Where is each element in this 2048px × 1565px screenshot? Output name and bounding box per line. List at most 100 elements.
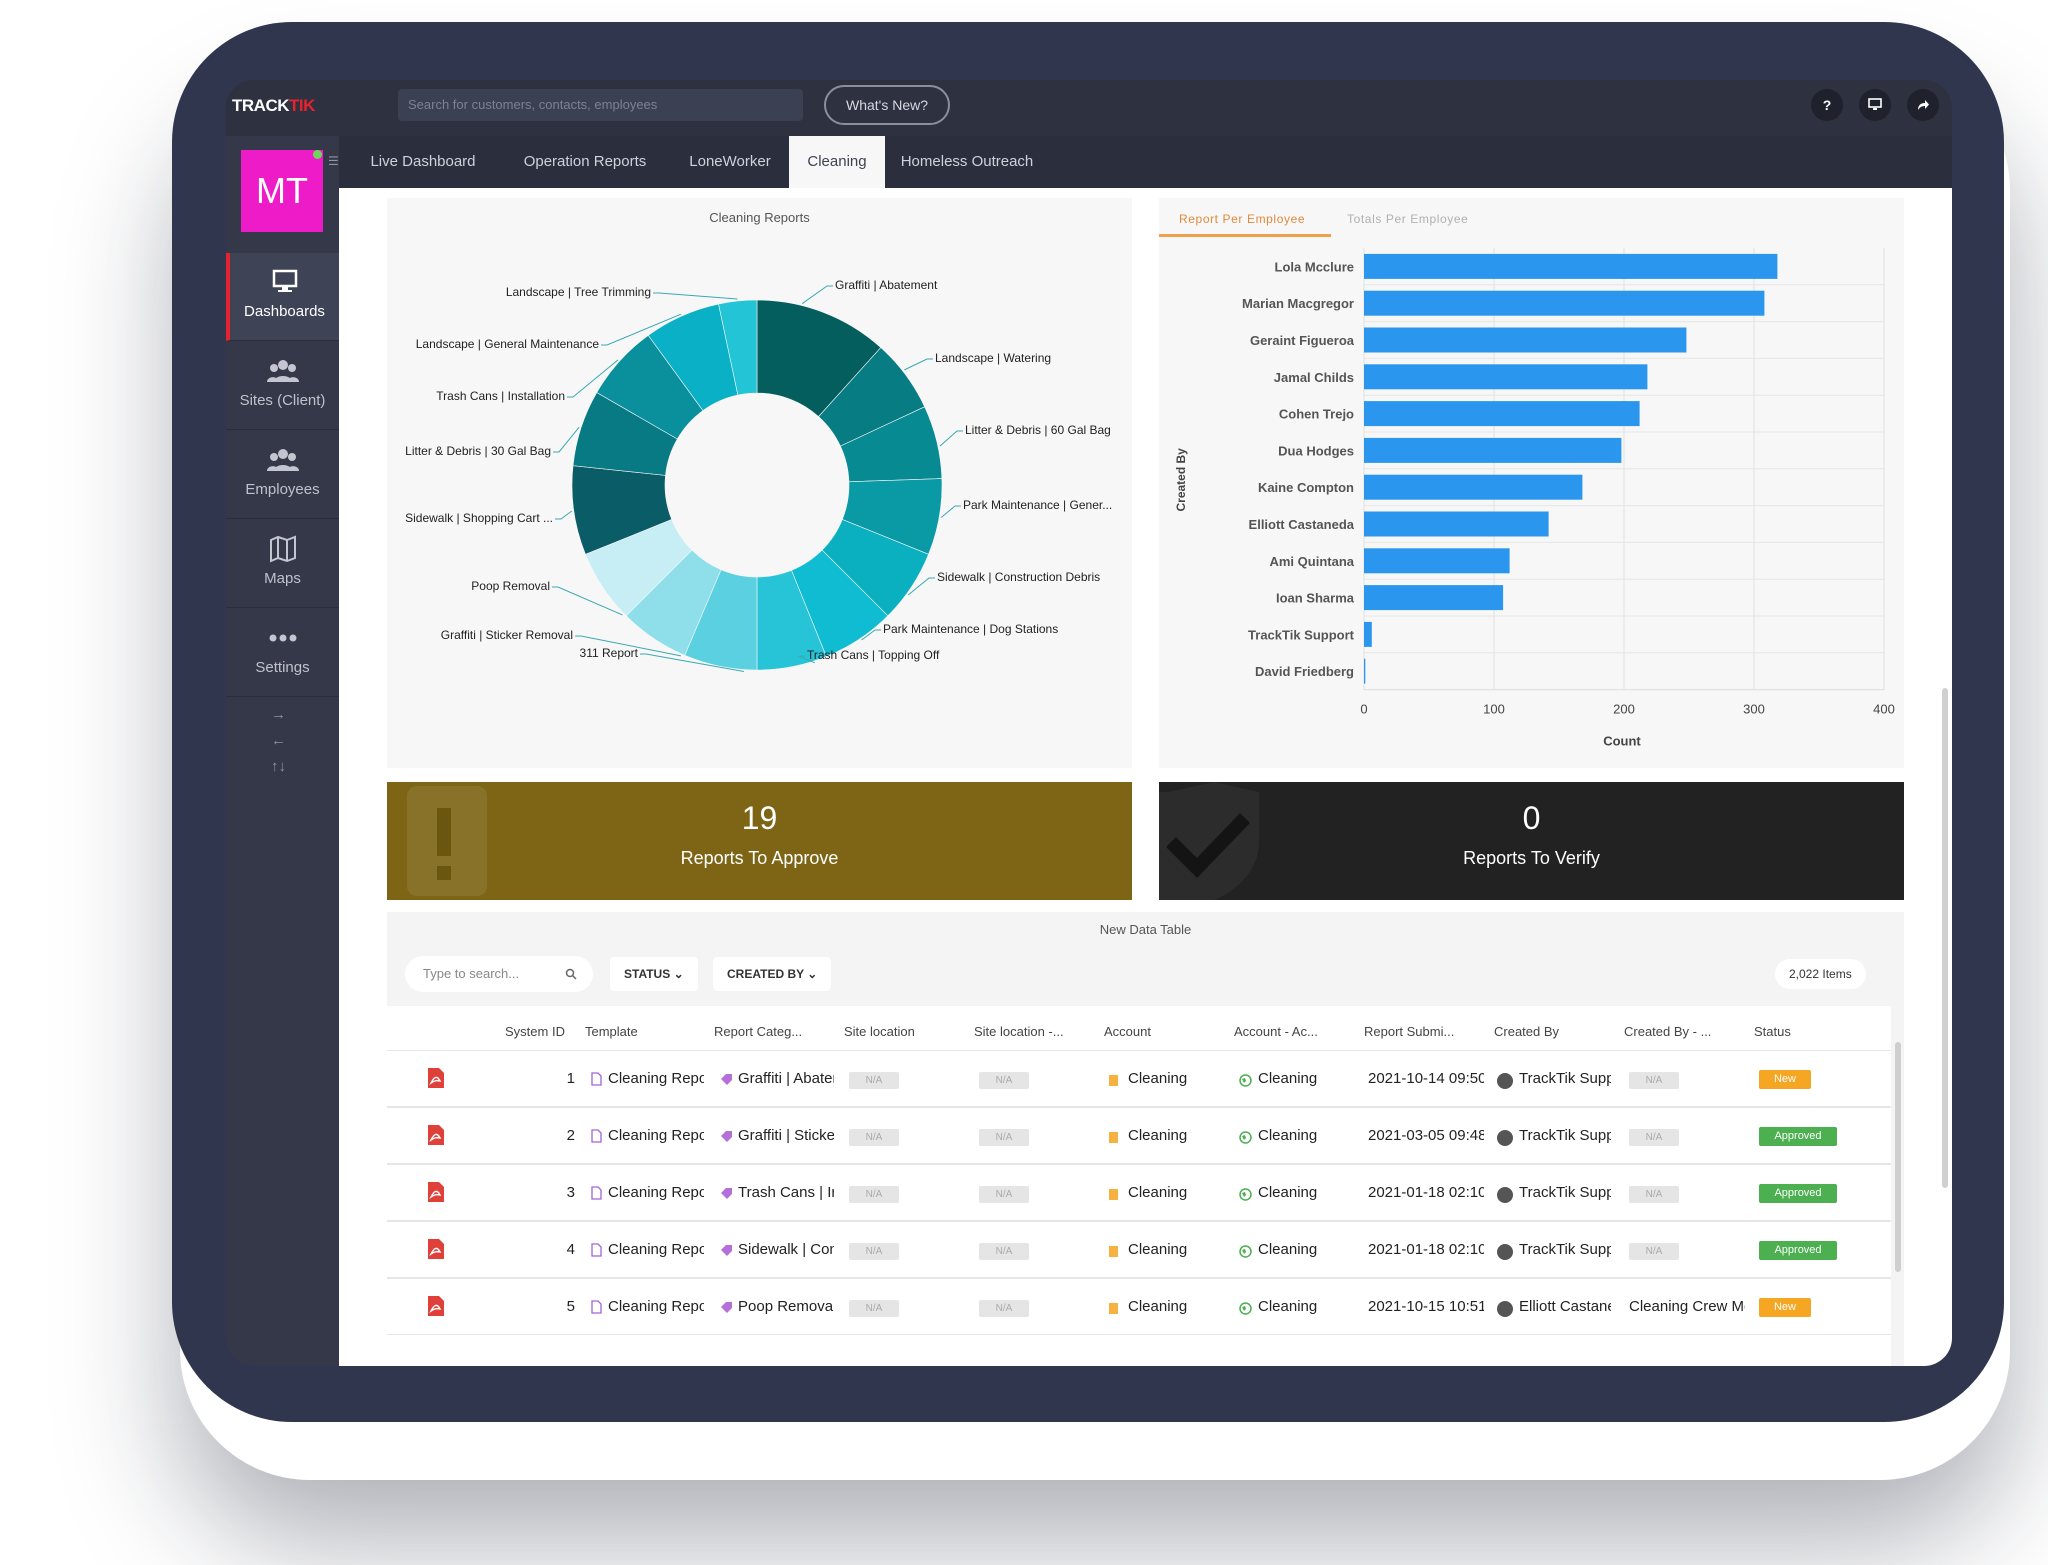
bar-11[interactable] xyxy=(1364,658,1366,684)
share-icon[interactable] xyxy=(1907,89,1939,121)
bar-7[interactable] xyxy=(1364,511,1549,537)
cell-created-by-2: N/A xyxy=(1629,1243,1679,1260)
cell-template[interactable]: Cleaning Report xyxy=(608,1298,704,1315)
collapse-left-icon[interactable]: ← xyxy=(271,732,286,749)
tab-live-dashboard[interactable]: Live Dashboard xyxy=(370,153,476,170)
col-account[interactable]: Account xyxy=(1104,1024,1151,1039)
cell-created-by[interactable]: TrackTik Support xyxy=(1519,1070,1611,1087)
cell-account[interactable]: Cleaning xyxy=(1128,1298,1188,1315)
cell-template[interactable]: Cleaning Report xyxy=(608,1127,704,1144)
pdf-icon[interactable] xyxy=(427,1295,445,1317)
donut-slice-14[interactable] xyxy=(718,299,758,396)
tab-homeless-outreach[interactable]: Homeless Outreach xyxy=(900,153,1034,170)
donut-leader-line xyxy=(801,285,833,304)
col-status[interactable]: Status xyxy=(1754,1024,1791,1039)
menu-icon[interactable]: ☰ xyxy=(328,154,339,168)
whats-new-button[interactable]: What's New? xyxy=(824,85,950,125)
cell-account-ac[interactable]: Cleaning xyxy=(1258,1070,1318,1087)
bar-4[interactable] xyxy=(1364,401,1640,427)
sidebar-item-employees[interactable]: Employees xyxy=(226,431,339,519)
bar-0[interactable] xyxy=(1364,253,1778,279)
col-site-location-2[interactable]: Site location -... xyxy=(974,1024,1064,1039)
created-by-filter-dropdown[interactable]: CREATED BY ⌄ xyxy=(713,957,832,991)
cell-template[interactable]: Cleaning Report xyxy=(608,1241,704,1258)
col-report-category[interactable]: Report Categ... xyxy=(714,1024,803,1039)
bar-1[interactable] xyxy=(1364,290,1765,316)
table-search-input[interactable]: Type to search... xyxy=(405,956,593,992)
sidebar: MT ☰ Dashboards Sites (Client) Employees… xyxy=(226,136,339,1366)
help-icon[interactable]: ? xyxy=(1811,89,1843,121)
col-account-ac[interactable]: Account - Ac... xyxy=(1234,1024,1318,1039)
col-created-by-2[interactable]: Created By - ... xyxy=(1624,1024,1712,1039)
tab-loneworker[interactable]: LoneWorker xyxy=(689,153,771,170)
tab-cleaning[interactable]: Cleaning xyxy=(789,136,885,188)
bar-6[interactable] xyxy=(1364,474,1583,500)
cell-template[interactable]: Cleaning Report xyxy=(608,1184,704,1201)
pdf-icon[interactable] xyxy=(427,1238,445,1260)
y-category-label: Dua Hodges xyxy=(1278,443,1354,458)
cell-account-ac[interactable]: Cleaning xyxy=(1258,1298,1318,1315)
sidebar-item-sites[interactable]: Sites (Client) xyxy=(226,342,339,430)
cell-system-id: 1 xyxy=(566,1070,575,1087)
cell-account-ac[interactable]: Cleaning xyxy=(1258,1241,1318,1258)
table-row[interactable]: 4 Cleaning Report Sidewalk | Constructio… xyxy=(387,1221,1891,1278)
expand-right-icon[interactable]: → xyxy=(271,706,286,723)
table-row[interactable]: 3 Cleaning Report Trash Cans | Installat… xyxy=(387,1164,1891,1221)
bar-2[interactable] xyxy=(1364,327,1687,353)
col-template[interactable]: Template xyxy=(585,1024,638,1039)
col-system-id[interactable]: System ID xyxy=(505,1024,565,1039)
sidebar-item-dashboards[interactable]: Dashboards xyxy=(226,253,339,341)
pdf-icon[interactable] xyxy=(427,1067,445,1089)
cell-created-by-2: N/A xyxy=(1629,1186,1679,1203)
bar-5[interactable] xyxy=(1364,437,1622,463)
cell-created-by[interactable]: Elliott Castaneda xyxy=(1519,1298,1611,1315)
status-filter-dropdown[interactable]: STATUS ⌄ xyxy=(610,957,698,991)
table-scrollbar[interactable] xyxy=(1895,1042,1901,1272)
dots-icon xyxy=(269,634,296,642)
reports-to-approve-card[interactable]: 19 Reports To Approve xyxy=(387,782,1132,900)
cell-site-location: N/A xyxy=(849,1186,899,1203)
bar-3[interactable] xyxy=(1364,364,1648,390)
tab-operation-reports[interactable]: Operation Reports xyxy=(523,153,647,170)
reports-to-verify-card[interactable]: 0 Reports To Verify xyxy=(1159,782,1904,900)
pdf-icon[interactable] xyxy=(427,1181,445,1203)
tab-totals-per-employee[interactable]: Totals Per Employee xyxy=(1347,212,1469,226)
tab-report-per-employee[interactable]: Report Per Employee xyxy=(1179,212,1306,226)
cell-account[interactable]: Cleaning xyxy=(1128,1127,1188,1144)
cell-created-by[interactable]: TrackTik Support xyxy=(1519,1127,1611,1144)
donut-leader-line xyxy=(601,313,682,346)
table-row[interactable]: 1 Cleaning Report Graffiti | Abatement N… xyxy=(387,1050,1891,1107)
sidebar-item-maps[interactable]: Maps xyxy=(226,520,339,608)
cell-account[interactable]: Cleaning xyxy=(1128,1070,1188,1087)
cell-account-ac[interactable]: Cleaning xyxy=(1258,1184,1318,1201)
tracktik-logo[interactable]: TRACKTIK xyxy=(232,96,315,116)
cell-account-ac[interactable]: Cleaning xyxy=(1258,1127,1318,1144)
col-created-by[interactable]: Created By xyxy=(1494,1024,1560,1039)
cell-template[interactable]: Cleaning Report xyxy=(608,1070,704,1087)
page-scrollbar[interactable] xyxy=(1942,688,1948,1188)
avatar[interactable]: MT xyxy=(241,150,323,232)
bar-8[interactable] xyxy=(1364,548,1510,574)
cell-created-by[interactable]: TrackTik Support xyxy=(1519,1241,1611,1258)
bar-10[interactable] xyxy=(1364,621,1372,647)
bar-9[interactable] xyxy=(1364,585,1504,611)
table-row[interactable]: 2 Cleaning Report Graffiti | Sticker Rem… xyxy=(387,1107,1891,1164)
cell-account[interactable]: Cleaning xyxy=(1128,1184,1188,1201)
cell-report-category: Sidewalk | Construction Debris xyxy=(738,1241,834,1258)
sidebar-item-settings[interactable]: Settings xyxy=(226,609,339,697)
table-row[interactable]: 5 Cleaning Report Poop Removal N/A N/A C… xyxy=(387,1278,1891,1335)
map-icon xyxy=(269,535,296,563)
pdf-icon[interactable] xyxy=(427,1124,445,1146)
col-site-location[interactable]: Site location xyxy=(844,1024,915,1039)
donut-label: Trash Cans | Topping Off xyxy=(807,648,940,662)
monitor-icon[interactable] xyxy=(1859,89,1891,121)
new-data-table-card: New Data Table Type to search... STATUS … xyxy=(387,912,1904,1366)
tag-icon xyxy=(721,1188,732,1199)
global-search-input[interactable]: Search for customers, contacts, employee… xyxy=(398,89,803,121)
cell-created-by[interactable]: TrackTik Support xyxy=(1519,1184,1611,1201)
cell-system-id: 2 xyxy=(566,1127,575,1144)
cell-account[interactable]: Cleaning xyxy=(1128,1241,1188,1258)
col-report-submitted[interactable]: Report Submi... xyxy=(1364,1024,1455,1039)
sort-icon[interactable]: ↑↓ xyxy=(271,758,286,775)
cell-system-id: 3 xyxy=(566,1184,575,1201)
